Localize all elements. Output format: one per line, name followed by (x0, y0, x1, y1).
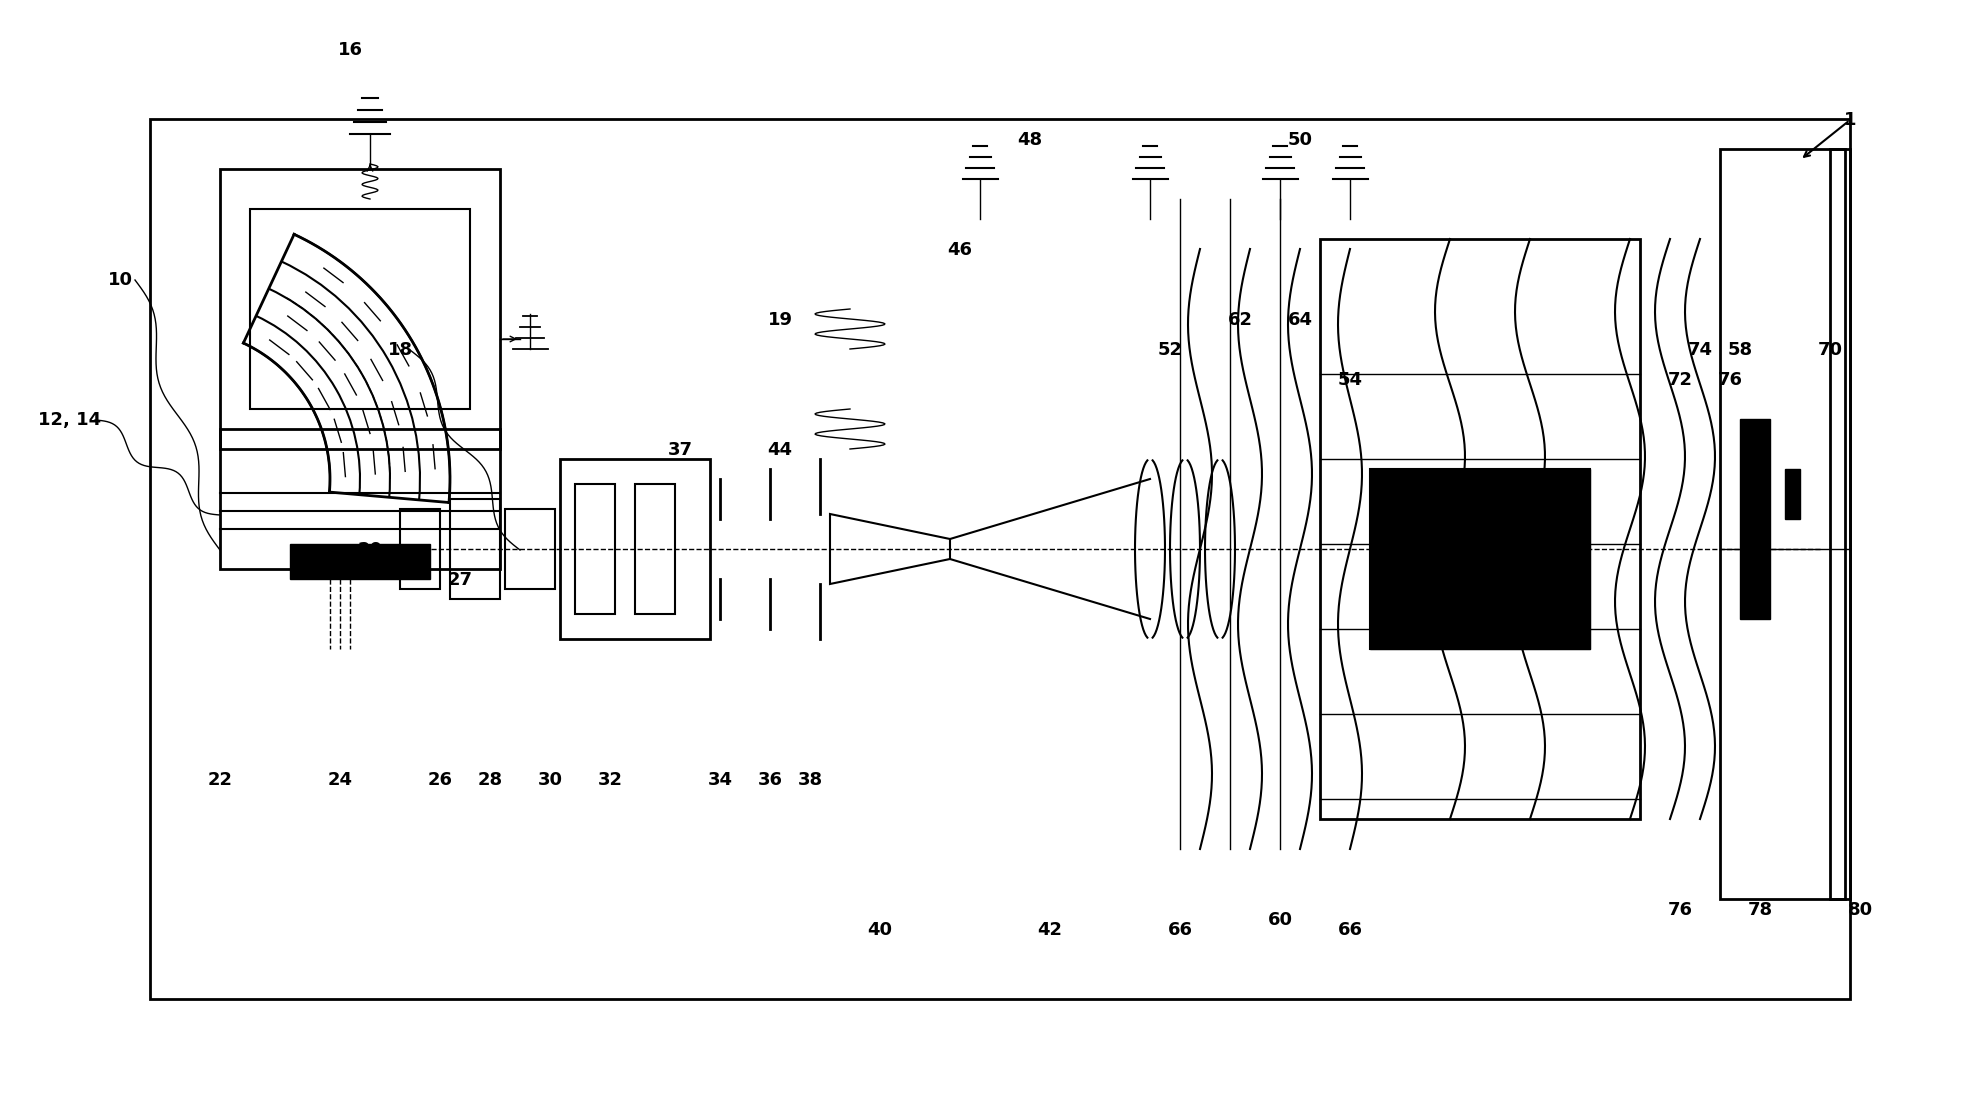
Bar (289, 544, 430, 579)
Bar (1370, 469, 1590, 650)
Bar (449, 499, 501, 599)
Text: 37: 37 (667, 441, 693, 459)
Bar (1370, 469, 1590, 650)
Bar (1740, 419, 1770, 619)
Bar (400, 509, 440, 589)
Bar (1786, 469, 1800, 519)
Bar (505, 509, 554, 589)
Text: 27: 27 (447, 571, 473, 589)
Bar (1321, 238, 1639, 819)
Text: 66: 66 (1338, 921, 1362, 939)
Text: 32: 32 (598, 771, 622, 789)
Text: 22: 22 (208, 771, 232, 789)
Text: 48: 48 (1018, 131, 1043, 149)
Text: 19: 19 (768, 311, 792, 329)
Text: 80: 80 (1847, 901, 1873, 919)
Bar (249, 209, 469, 409)
Text: 74: 74 (1687, 341, 1713, 359)
Bar (1830, 149, 1845, 899)
Text: 12, 14: 12, 14 (38, 411, 101, 429)
Text: 52: 52 (1158, 341, 1182, 359)
Text: 36: 36 (758, 771, 782, 789)
Text: 76: 76 (1717, 371, 1742, 389)
Text: 40: 40 (867, 921, 893, 939)
Text: 38: 38 (798, 771, 822, 789)
Text: 66: 66 (1168, 921, 1192, 939)
Text: 18: 18 (388, 341, 412, 359)
Bar (1721, 149, 1849, 899)
Text: 58: 58 (1727, 341, 1752, 359)
Text: 30: 30 (537, 771, 562, 789)
Text: 26: 26 (428, 771, 453, 789)
Text: 54: 54 (1338, 371, 1362, 389)
Bar (220, 169, 501, 449)
Text: 28: 28 (477, 771, 503, 789)
Text: 44: 44 (768, 441, 792, 459)
Bar (220, 429, 501, 569)
Text: 1: 1 (1843, 111, 1857, 129)
Text: 24: 24 (327, 771, 352, 789)
Text: 60: 60 (1267, 911, 1293, 929)
Text: 42: 42 (1038, 921, 1063, 939)
Text: 78: 78 (1748, 901, 1772, 919)
Text: 70: 70 (1818, 341, 1843, 359)
Bar (636, 484, 675, 614)
Text: 50: 50 (1287, 131, 1313, 149)
Text: 16: 16 (337, 41, 362, 59)
Text: 62: 62 (1228, 311, 1253, 329)
Text: 72: 72 (1667, 371, 1693, 389)
Text: 46: 46 (948, 241, 972, 259)
Bar (574, 484, 616, 614)
Text: 10: 10 (107, 271, 133, 289)
Bar (560, 459, 711, 639)
Text: 76: 76 (1667, 901, 1693, 919)
Text: 34: 34 (707, 771, 733, 789)
Text: 20: 20 (358, 541, 382, 559)
Text: 64: 64 (1287, 311, 1313, 329)
Bar (150, 119, 1849, 999)
